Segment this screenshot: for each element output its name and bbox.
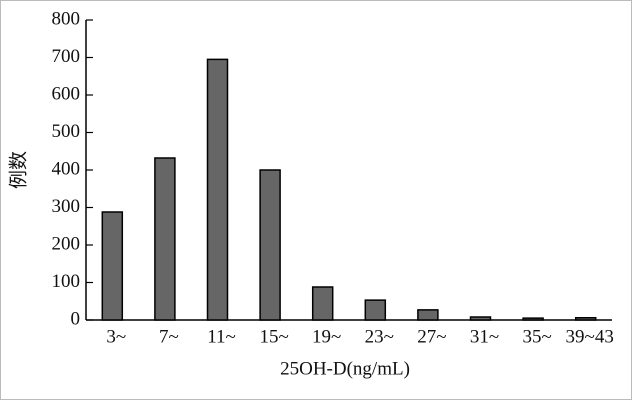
x-tick-label: 35~ [522, 326, 551, 347]
bar [154, 157, 176, 321]
x-tick-label: 27~ [417, 326, 446, 347]
y-tick-label: 800 [52, 8, 81, 29]
bar [574, 317, 597, 321]
x-tick-label: 7~ [159, 326, 179, 347]
x-tick-label: 23~ [365, 326, 394, 347]
bar [259, 169, 281, 321]
bar [417, 309, 439, 321]
y-tick-label: 500 [52, 121, 81, 142]
bar [364, 299, 387, 321]
x-tick-label: 11~ [207, 326, 236, 347]
bar [206, 58, 229, 321]
x-tick-label: 3~ [106, 326, 126, 347]
bar [101, 211, 124, 321]
x-axis-label: 25OH-D(ng/mL) [280, 358, 410, 379]
x-tick-label: 15~ [259, 326, 288, 347]
bar [469, 316, 492, 321]
bar [522, 317, 544, 321]
y-tick-label: 700 [52, 46, 81, 67]
bar [311, 286, 334, 321]
x-tick-label: 19~ [312, 326, 341, 347]
y-tick-label: 400 [52, 158, 81, 179]
y-tick-label: 300 [52, 196, 81, 217]
x-tick-label: 31~ [470, 326, 499, 347]
y-tick-label: 200 [52, 233, 81, 254]
y-tick-label: 600 [52, 83, 81, 104]
x-tick-label: 39~43 [566, 326, 614, 347]
y-tick-label: 0 [71, 308, 81, 329]
y-axis-label: 例数 [7, 151, 29, 189]
y-tick-label: 100 [52, 271, 81, 292]
